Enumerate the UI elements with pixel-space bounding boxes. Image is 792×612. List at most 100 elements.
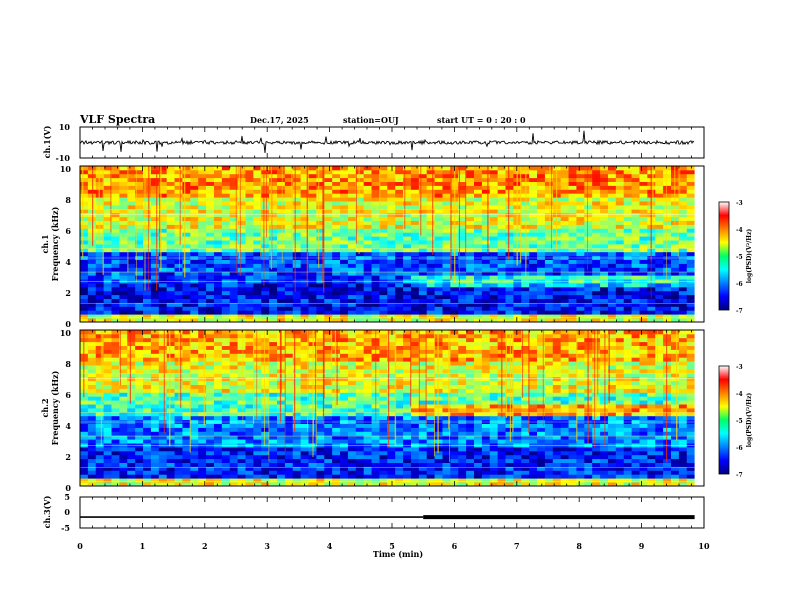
spectrogram-cell <box>332 244 341 249</box>
spectrogram-cell <box>442 208 451 214</box>
spectrogram-cell <box>316 267 325 272</box>
spectrogram-cell <box>647 275 656 280</box>
spectrogram-cell <box>458 166 467 171</box>
spectrogram-cell <box>95 220 105 225</box>
spectrogram-cell <box>340 232 349 237</box>
spectrogram-cell <box>269 341 278 346</box>
spectrogram-cell <box>150 173 160 179</box>
spectrogram-cell <box>347 361 357 366</box>
spectrogram-cell <box>647 263 656 268</box>
spectrogram-cell <box>80 470 89 475</box>
spectrogram-cell <box>111 341 120 346</box>
spectrogram-cell <box>324 205 333 210</box>
spectrogram-cell <box>166 310 175 315</box>
spectrogram-cell <box>143 244 152 249</box>
spectrogram-cell <box>615 181 625 186</box>
spectrogram-cell <box>395 193 404 198</box>
spectrogram-cell <box>206 306 215 311</box>
spectrogram-cell <box>418 298 428 303</box>
spectrogram-cell <box>237 275 246 280</box>
spectrogram-cell <box>245 345 254 350</box>
spectrogram-cell <box>143 181 152 186</box>
spectrogram-cell <box>418 251 428 257</box>
spectrogram-cell <box>300 224 309 229</box>
spectrogram-cell <box>410 244 420 249</box>
spectrogram-cell <box>568 247 577 253</box>
spectrogram-cell <box>324 470 333 475</box>
spectrogram-cell <box>277 267 286 272</box>
spectrogram-cell <box>347 431 357 436</box>
spectrogram-cell <box>686 228 696 233</box>
spectrogram-cell <box>544 267 554 272</box>
spectrogram-cell <box>442 185 451 190</box>
spectrogram-cell <box>623 244 632 249</box>
spectrogram-cell <box>277 408 286 413</box>
spectrogram-cell <box>410 169 420 175</box>
spectrogram-cell <box>229 380 238 385</box>
spectrogram-cell <box>284 427 294 432</box>
spectrogram-cell <box>198 247 207 253</box>
spectrogram-cell <box>245 380 254 385</box>
spectrogram-cell <box>332 408 341 413</box>
spectrogram-cell <box>284 236 294 241</box>
spectrogram-cell <box>111 189 120 194</box>
spectrogram-cell <box>158 177 168 182</box>
spectrogram-cell <box>497 181 506 186</box>
spectrogram-cell <box>206 353 215 358</box>
spectrogram-cell <box>371 298 380 303</box>
spectrogram-cell <box>135 458 144 463</box>
spectrogram-cell <box>403 302 412 307</box>
spectrogram-cell <box>127 466 136 471</box>
spectrogram-cell <box>119 240 128 245</box>
spectrogram-cell <box>505 212 514 218</box>
spectrogram-cell <box>158 318 168 322</box>
spectrogram-cell <box>269 208 278 214</box>
spectrogram-cell <box>403 271 412 276</box>
spectrogram-cell <box>284 337 294 343</box>
spectrogram-cell <box>292 388 302 393</box>
spectrogram-cell <box>253 345 262 350</box>
spectrogram-cell <box>284 263 294 268</box>
spectrogram-cell <box>300 337 309 343</box>
spectrogram-cell <box>111 283 120 288</box>
spectrogram-cell <box>639 166 648 171</box>
spectrogram-cell <box>308 290 317 296</box>
spectrogram-cell <box>371 197 380 202</box>
spectrogram-cell <box>174 177 183 182</box>
spectrogram-cell <box>418 283 428 288</box>
spectrogram-cell <box>245 470 254 475</box>
spectrogram-cell <box>261 474 270 479</box>
spectrogram-cell <box>481 208 491 214</box>
spectrogram-cell <box>158 244 168 249</box>
spectrogram-cell <box>143 462 152 467</box>
spectrogram-cell <box>111 181 120 186</box>
spectrogram-cell <box>639 302 648 307</box>
spectrogram-cell <box>403 166 412 171</box>
spectrogram-cell <box>261 220 270 225</box>
spectrogram-cell <box>206 454 215 460</box>
spectrogram-cell <box>213 369 223 374</box>
spectrogram-cell <box>387 474 396 479</box>
spectrogram-cell <box>269 283 278 288</box>
spectrogram-cell <box>245 294 254 299</box>
spectrogram-cell <box>245 482 254 486</box>
spectrogram-cell <box>458 263 467 268</box>
spectrogram-cell <box>190 298 199 303</box>
spectrogram-cell <box>387 275 396 280</box>
spectrogram-cell <box>387 263 396 268</box>
spectrogram-cell <box>300 372 309 378</box>
spectrogram-cell <box>324 259 333 264</box>
spectrogram-cell <box>552 298 562 303</box>
spectrogram-cell <box>458 185 467 190</box>
spectrogram-cell <box>340 411 349 417</box>
spectrogram-cell <box>158 466 168 471</box>
spectrogram-cell <box>497 205 506 210</box>
spectrogram-cell <box>363 193 372 198</box>
spectrogram-cell <box>261 181 270 186</box>
spectrogram-cell <box>371 208 380 214</box>
spectrogram-cell <box>529 310 538 315</box>
spectrogram-cell <box>300 181 309 186</box>
spectrogram-cell <box>418 228 428 233</box>
spectrogram-cell <box>410 271 420 276</box>
spectrogram-cell <box>87 267 97 272</box>
